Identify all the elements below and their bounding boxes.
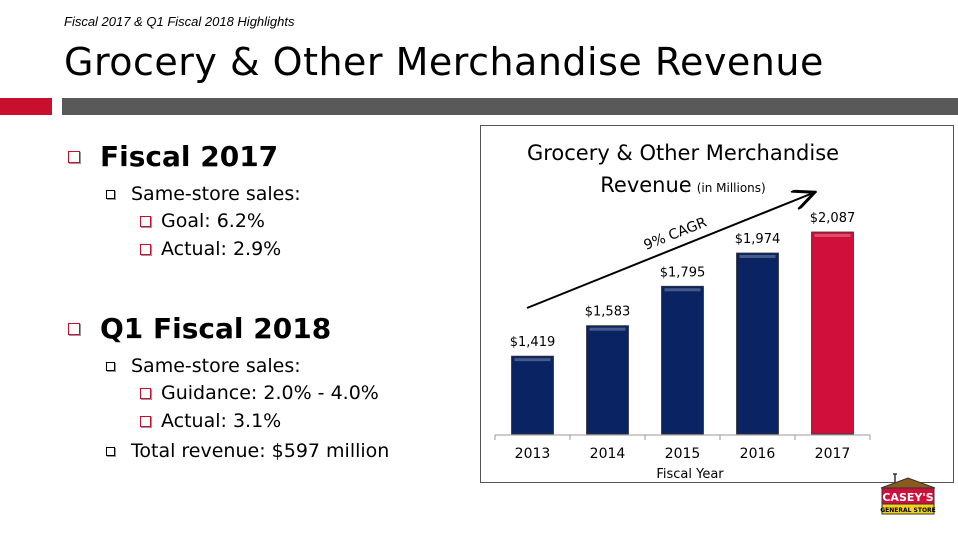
chart-title-line2: Revenue (in Millions) (600, 173, 765, 197)
bullet-sss: Same-store sales: (106, 183, 301, 205)
x-tick-label: 2014 (590, 446, 626, 462)
bar-2015 (661, 285, 704, 435)
bar-highlight (814, 233, 851, 237)
bar-2016 (736, 252, 779, 435)
bullet-text: Guidance: 2.0% - 4.0% (161, 382, 379, 404)
bullet-q1-fiscal-2018: Q1 Fiscal 2018 (68, 312, 331, 345)
bullet-text: Goal: 6.2% (161, 210, 265, 232)
x-tick-label: 2013 (515, 446, 551, 462)
bullet-revenue: Total revenue: $597 million (106, 440, 389, 462)
data-label: $1,795 (660, 265, 706, 280)
slide-subtitle: Fiscal 2017 & Q1 Fiscal 2018 Highlights (64, 14, 295, 29)
svg-text:CASEY'S: CASEY'S (882, 491, 933, 504)
square-bullet-icon (68, 150, 80, 163)
bullet-goal: Goal: 6.2% (140, 210, 265, 232)
square-bullet-icon (140, 243, 151, 255)
data-label: $1,974 (735, 232, 781, 247)
bar-highlight (664, 288, 701, 292)
bullet-heading: Q1 Fiscal 2018 (100, 312, 332, 345)
data-label: $1,583 (585, 305, 631, 320)
data-label: $2,087 (810, 211, 856, 226)
caseys-logo: CASEY'S GENERAL STORE (880, 473, 936, 515)
accent-bar (0, 98, 52, 115)
bar-highlight (589, 327, 626, 331)
square-bullet-icon (140, 387, 151, 399)
bullet-actual: Actual: 3.1% (140, 410, 281, 432)
bullet-text: Same-store sales: (131, 355, 301, 377)
square-bullet-icon (106, 361, 115, 371)
bar-2014 (586, 325, 629, 435)
x-tick-label: 2015 (665, 446, 701, 462)
data-label: $1,419 (510, 335, 556, 350)
bar-2017 (811, 231, 854, 435)
bar-2013 (511, 355, 554, 435)
bullet-fiscal-2017: Fiscal 2017 (68, 140, 278, 173)
bullet-guidance: Guidance: 2.0% - 4.0% (140, 382, 379, 404)
square-bullet-icon (140, 415, 151, 427)
square-bullet-icon (140, 215, 151, 227)
bullet-text: Actual: 2.9% (161, 238, 282, 260)
bullet-text: Same-store sales: (131, 183, 301, 205)
square-bullet-icon (68, 322, 80, 335)
bullet-actual: Actual: 2.9% (140, 238, 281, 260)
bullet-text: Total revenue: $597 million (131, 440, 390, 462)
cagr-arrow (526, 193, 813, 309)
svg-text:GENERAL STORE: GENERAL STORE (880, 507, 936, 514)
bullet-sss: Same-store sales: (106, 355, 301, 377)
chart-frame (480, 125, 954, 483)
bar-highlight (514, 358, 551, 362)
x-axis-label: Fiscal Year (656, 467, 724, 482)
title-divider (62, 98, 958, 115)
x-tick-label: 2016 (740, 446, 776, 462)
slide-title: Grocery & Other Merchandise Revenue (64, 40, 824, 84)
x-tick-label: 2017 (815, 446, 851, 462)
bullet-text: Actual: 3.1% (161, 410, 282, 432)
bullet-heading: Fiscal 2017 (100, 140, 279, 173)
square-bullet-icon (106, 446, 115, 456)
bar-highlight (739, 254, 776, 258)
square-bullet-icon (106, 189, 115, 199)
chart-title: Grocery & Other Merchandise (527, 141, 839, 165)
